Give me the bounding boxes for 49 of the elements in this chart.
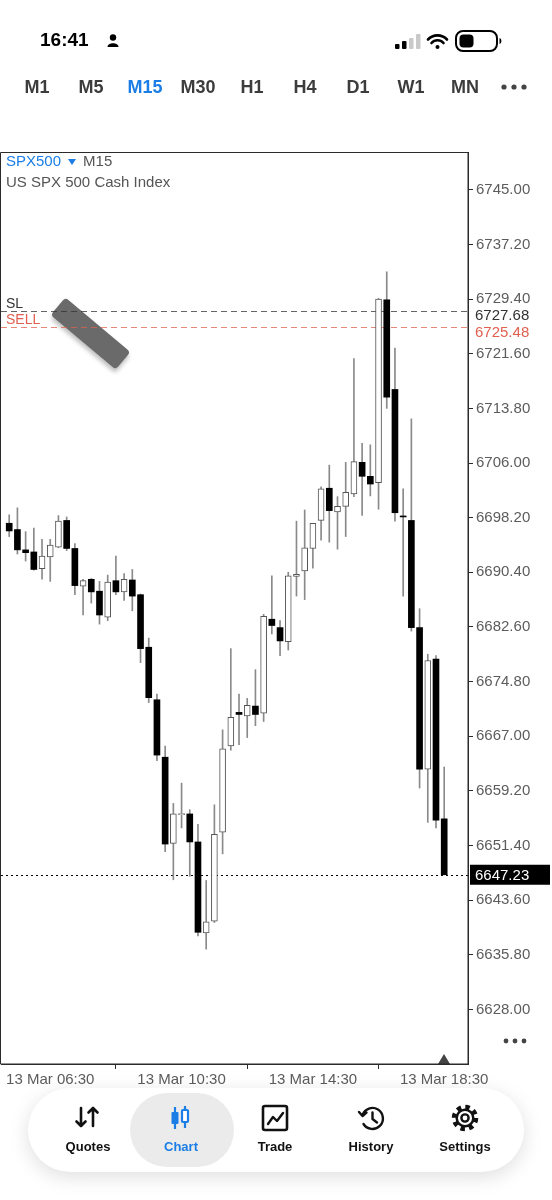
text: Quotes — [65, 1139, 111, 1155]
text: M1 — [24, 77, 50, 97]
y-tick-label: 6713.80 — [476, 398, 531, 416]
text: 6647.23 — [475, 865, 530, 883]
candlestick — [235, 693, 243, 745]
annotation: M15 — [83, 152, 113, 169]
y-tick-label: 6674.80 — [476, 671, 531, 689]
ref-line-label: SL — [6, 295, 24, 312]
text: Chart — [164, 1139, 198, 1155]
text: US SPX 500 Cash Index — [6, 172, 171, 192]
x-tick-label: 13 Mar 06:30 — [6, 1070, 95, 1088]
y-tick-label: 6729.40 — [476, 289, 531, 307]
y-tick-label: 6651.40 — [476, 835, 531, 853]
y-tick-label: 6628.00 — [476, 999, 531, 1017]
x-tick-label: 13 Mar 18:30 — [400, 1070, 489, 1088]
candlestick — [358, 443, 366, 516]
text: 6727.68 — [475, 306, 530, 324]
y-tick-label: 6682.60 — [476, 617, 531, 635]
ref-line-label: SELL — [6, 310, 41, 327]
text: D1 — [346, 77, 370, 97]
y-tick-label: 6643.60 — [476, 890, 531, 908]
candlestick — [202, 880, 210, 950]
text: H4 — [293, 77, 317, 97]
text: Trade — [257, 1139, 293, 1155]
text: W1 — [397, 77, 425, 97]
y-tick-label: 6698.20 — [476, 507, 531, 525]
text: M15 — [127, 77, 163, 97]
y-tick-label: 6635.80 — [476, 944, 531, 962]
chart-title: SPX500 — [6, 152, 62, 169]
y-tick-label: 6659.20 — [476, 780, 531, 798]
candlestick — [342, 461, 350, 537]
x-tick-label: 13 Mar 10:30 — [137, 1070, 226, 1088]
y-tick-label: 6737.20 — [476, 234, 531, 252]
text: Settings — [439, 1139, 491, 1155]
text: M30 — [180, 77, 216, 97]
candlestick — [268, 575, 276, 635]
x-tick-label: 13 Mar 14:30 — [268, 1070, 358, 1088]
y-tick-label: 6721.60 — [476, 343, 531, 361]
text: MN — [451, 77, 479, 97]
y-tick-label: 6706.00 — [476, 453, 531, 471]
text: M5 — [78, 77, 104, 97]
y-tick-label: 6690.40 — [476, 562, 531, 580]
y-tick-label: 6745.00 — [476, 179, 531, 197]
text: H1 — [240, 77, 264, 97]
y-tick-label: 6667.00 — [476, 726, 531, 744]
candlestick — [79, 578, 87, 616]
text: 6725.48 — [475, 322, 530, 340]
text: History — [348, 1139, 394, 1155]
text: 16:41 — [40, 29, 89, 51]
